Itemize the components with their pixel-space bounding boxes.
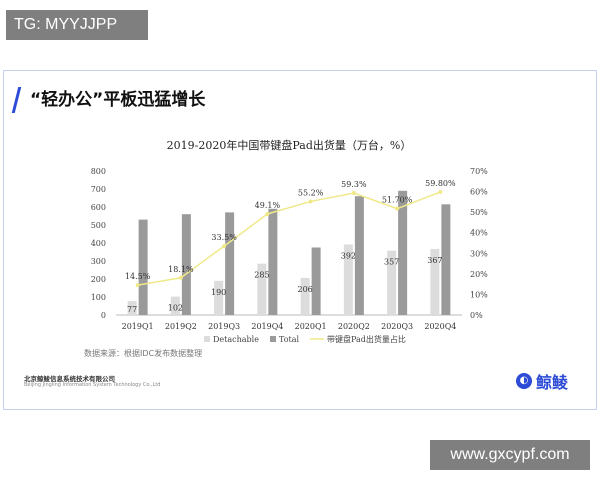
bar-detachable-label: 367	[427, 256, 442, 265]
share-point	[178, 275, 183, 280]
bar-total	[354, 196, 364, 315]
bar-detachable	[127, 301, 137, 315]
y-tick-label: 500	[91, 221, 106, 230]
y2-tick-label: 40%	[470, 229, 488, 238]
y-tick-label: 0	[101, 311, 106, 320]
legend-share-label: 带键盘Pad出货量占比	[327, 334, 406, 344]
x-tick-label: 2019Q1	[122, 322, 154, 331]
slide-card: “轻办公”平板迅猛增长 2019-2020年中国带键盘Pad出货量（万台，%） 0…	[3, 70, 597, 410]
bar-total	[398, 190, 408, 315]
legend-detachable-swatch	[204, 336, 210, 342]
data-source-note: 数据来源：根据IDC发布数据整理	[84, 349, 203, 358]
x-tick-label: 2019Q2	[165, 322, 197, 331]
bar-detachable	[214, 280, 224, 315]
legend-detachable-label: Detachable	[213, 335, 259, 344]
company-name-en: Beijing Jingling Information System Tech…	[24, 382, 161, 388]
x-tick-label: 2020Q1	[295, 322, 327, 331]
y2-tick-label: 10%	[470, 290, 488, 299]
share-point	[351, 191, 356, 196]
bar-detachable-label: 357	[384, 258, 399, 267]
bar-detachable-label: 285	[254, 271, 269, 280]
telegram-watermark: TG: MYYJJPP	[6, 10, 148, 40]
y-tick-label: 400	[91, 239, 106, 248]
x-tick-label: 2020Q2	[338, 322, 370, 331]
y2-tick-label: 30%	[470, 249, 488, 258]
share-line	[137, 191, 441, 286]
company-name-cn: 北京鲸鲮信息系统技术有限公司	[24, 375, 115, 383]
y2-tick-label: 60%	[470, 188, 488, 197]
y-tick-label: 200	[91, 275, 106, 284]
x-tick-label: 2019Q3	[208, 322, 240, 331]
share-value-label: 59.80%	[425, 179, 456, 188]
whale-logo-icon: ◐	[516, 373, 532, 389]
y-tick-label: 700	[91, 185, 106, 194]
bar-detachable	[170, 296, 180, 315]
website-watermark: www.gxcypf.com	[430, 440, 590, 470]
bar-detachable	[300, 277, 310, 315]
legend-total-label: Total	[279, 335, 300, 344]
bar-detachable	[343, 244, 353, 315]
share-point	[265, 211, 270, 216]
y-tick-label: 600	[91, 203, 106, 212]
shipment-chart: 2019-2020年中国带键盘Pad出货量（万台，%） 0 100 200 300 400…	[91, 138, 488, 344]
bar-total	[268, 208, 278, 315]
share-value-label: 49.1%	[255, 201, 281, 210]
legend-total-swatch	[270, 336, 276, 342]
share-value-label: 18.1%	[168, 265, 194, 274]
share-point	[438, 189, 443, 194]
bar-total	[225, 212, 235, 315]
y2-tick-label: 50%	[470, 208, 488, 217]
bar-detachable-label: 77	[127, 305, 137, 314]
bar-detachable	[430, 248, 440, 315]
y2-tick-label: 20%	[470, 270, 488, 279]
bar-total	[138, 219, 148, 315]
bar-detachable-label: 102	[168, 304, 183, 313]
x-tick-label: 2019Q4	[251, 322, 283, 331]
x-tick-label: 2020Q4	[424, 322, 456, 331]
bar-detachable	[387, 250, 397, 315]
bar-detachable-label: 206	[297, 285, 312, 294]
brand-name: 鲸鲮	[536, 373, 569, 392]
y-tick-label: 100	[91, 293, 106, 302]
share-point	[395, 206, 400, 211]
share-value-label: 55.2%	[298, 188, 324, 197]
share-point	[308, 199, 313, 204]
share-point	[135, 283, 140, 288]
share-value-label: 14.5%	[125, 272, 151, 281]
bar-total	[311, 247, 321, 315]
share-value-label: 51.70%	[382, 196, 413, 205]
bar-detachable	[257, 263, 267, 315]
chart-title: 2019-2020年中国带键盘Pad出货量（万台，%）	[167, 138, 412, 152]
brand-logo: ◐ 鲸鲮	[516, 371, 569, 392]
share-value-label: 33.5%	[211, 233, 237, 242]
bar-detachable-label: 190	[211, 288, 226, 297]
bar-total	[181, 214, 191, 315]
bar-total	[441, 204, 451, 315]
x-tick-label: 2020Q3	[381, 322, 413, 331]
y-tick-label: 800	[91, 167, 106, 176]
slide-title: “轻办公”平板迅猛增长	[30, 90, 206, 110]
bar-detachable-label: 392	[341, 251, 356, 260]
y2-tick-label: 0%	[470, 311, 483, 320]
share-value-label: 59.3%	[341, 180, 367, 189]
share-point	[222, 244, 227, 249]
y2-tick-label: 70%	[470, 167, 488, 176]
y-tick-label: 300	[91, 257, 106, 266]
